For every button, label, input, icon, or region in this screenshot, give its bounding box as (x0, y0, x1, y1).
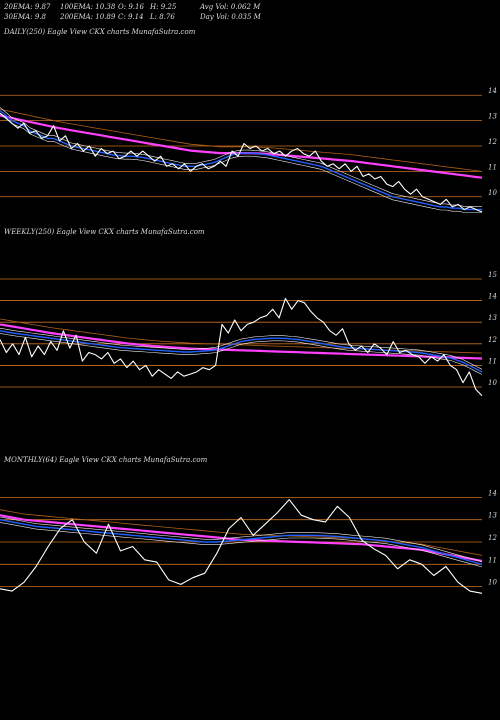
y-tick-label: 14 (488, 293, 497, 301)
ema-short-line (0, 333, 483, 375)
close-readout: C: 9.14 (118, 13, 144, 21)
ema-long-line (0, 514, 483, 563)
price-line (0, 297, 483, 397)
low-readout: L: 8.76 (150, 13, 175, 21)
y-tick-label: 10 (488, 379, 497, 387)
y-tick-label: 10 (488, 189, 497, 197)
ema100-readout: 100EMA: 10.38 (60, 3, 116, 11)
weekly-panel-title: WEEKLY(250) Eagle View CKX charts Munafa… (4, 228, 205, 236)
ema-long-line (0, 108, 483, 172)
y-tick-label: 13 (488, 113, 497, 121)
price-line (0, 499, 483, 594)
ema-long-line (0, 323, 483, 360)
ema-short-line (0, 522, 483, 568)
y-tick-label: 11 (488, 556, 497, 564)
y-tick-label: 13 (488, 512, 497, 520)
day-vol-readout: Day Vol: 0.035 M (200, 13, 261, 21)
y-tick-label: 11 (488, 163, 497, 171)
ema-short-line (0, 516, 483, 562)
monthly-panel-title: MONTHLY(64) Eagle View CKX charts Munafa… (4, 456, 208, 464)
y-tick-label: 11 (488, 357, 497, 365)
ema20-readout: 20EMA: 9.87 (4, 3, 51, 11)
high-readout: H: 9.25 (150, 3, 177, 11)
ema200-readout: 200EMA: 10.89 (60, 13, 116, 21)
y-tick-label: 14 (488, 489, 497, 497)
open-readout: O: 9.16 (118, 3, 144, 11)
ema-short-line (0, 519, 483, 565)
y-tick-label: 13 (488, 314, 497, 322)
y-tick-label: 14 (488, 87, 497, 95)
y-tick-label: 10 (488, 579, 497, 587)
y-tick-label: 12 (488, 138, 497, 146)
ema-long-line (0, 318, 483, 354)
ema30-readout: 30EMA: 9.8 (4, 13, 46, 21)
y-tick-label: 15 (488, 271, 497, 279)
price-line (0, 112, 483, 213)
daily-panel-title: DAILY(250) Eagle View CKX charts MunafaS… (4, 28, 196, 36)
ema-short-line (0, 113, 482, 213)
avg-vol-readout: Avg Vol: 0.062 M (200, 3, 261, 11)
y-tick-label: 12 (488, 336, 497, 344)
ema-long-line (0, 509, 483, 556)
ema-short-line (0, 327, 483, 370)
y-tick-label: 12 (488, 534, 497, 542)
